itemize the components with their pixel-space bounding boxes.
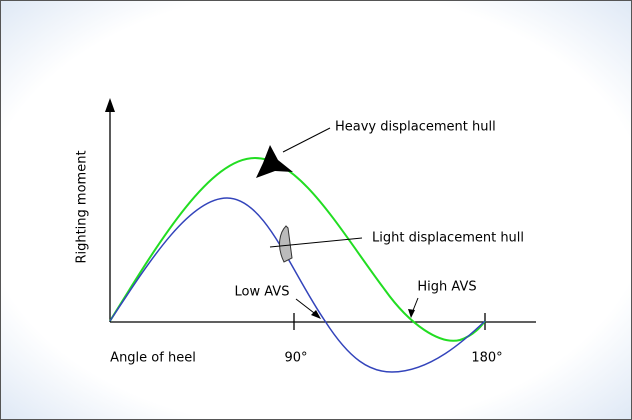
pointer-arrow: [408, 309, 415, 318]
light-hull-icon: [279, 225, 293, 263]
y-axis-label: Righting moment: [75, 150, 90, 263]
pointer-arrow: [311, 310, 321, 319]
annotation: Low AVS: [235, 285, 290, 300]
heavy-hull-icon: [256, 145, 293, 178]
pointer: [269, 237, 363, 248]
x-tick-label: 90°: [284, 351, 307, 366]
x-axis-label: Angle of heel: [110, 351, 196, 366]
annotation: Light displacement hull: [372, 231, 524, 246]
heavy-hull-curve: [109, 156, 486, 342]
x-tick-label: 180°: [471, 351, 502, 366]
annotation: High AVS: [417, 280, 476, 295]
annotation: Heavy displacement hull: [335, 120, 496, 135]
y-axis-arrow: [105, 98, 115, 112]
pointer: [282, 127, 331, 153]
light-hull-curve: [109, 197, 486, 373]
